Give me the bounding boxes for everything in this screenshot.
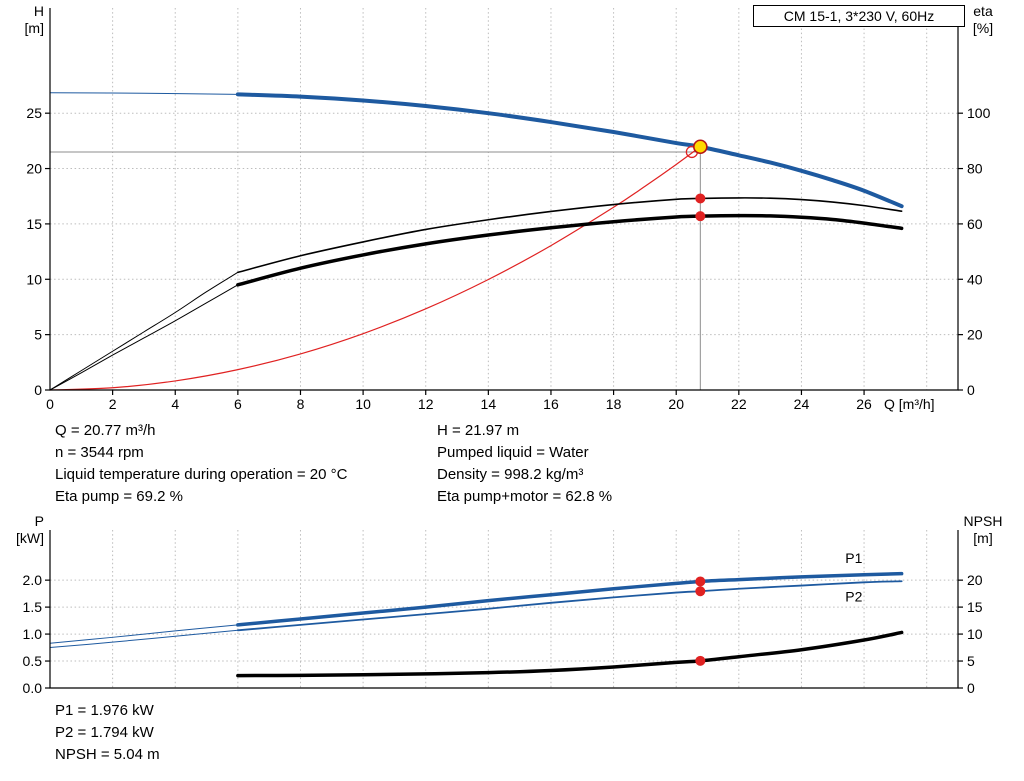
power-annotations: P1 = 1.976 kW P2 = 1.794 kW NPSH = 5.04 … [55,700,160,766]
p2-lead-curve [49,629,239,649]
pump-type-box: CM 15-1, 3*230 V, 60Hz [753,5,965,27]
tick-label-x: 16 [543,396,559,412]
tick-label-left: 25 [26,105,42,121]
axis-frame [49,530,959,689]
p1-curve [236,571,904,627]
eta-pump-curve [237,197,903,274]
annotation-liquid-temperature: Liquid temperature during operation = 20… [55,466,348,483]
axis-label-left: P [35,513,44,529]
eta-pump-lead-curve [49,271,239,391]
tick-label-left: 20 [26,161,42,177]
p1-lead-curve [49,624,239,644]
tick-label-x: 20 [668,396,684,412]
axis-label-x: Q [m³/h] [884,396,935,412]
axis-label-right: eta [973,3,993,19]
tick-label-x: 14 [481,396,497,412]
p2-point [695,586,706,597]
tick-label-left: 0 [34,382,42,398]
duty-annotations-left: Q = 20.77 m³/h n = 3544 rpm Liquid tempe… [55,420,347,508]
tick-label-left: 10 [26,271,42,287]
axis-label-left: [kW] [16,530,44,546]
head-lead-curve [49,92,239,95]
tick-label-x: 24 [794,396,810,412]
annotation-density: Density = 998.2 kg/m³ [437,466,584,483]
annotation-flow: Q = 20.77 m³/h [55,422,156,439]
tick-label-x: 18 [606,396,622,412]
tick-label-left: 0.0 [23,680,43,696]
annotation-p1: P1 = 1.976 kW [55,702,154,719]
system-curve-curve [49,146,701,391]
duty-annotations-right: H = 21.97 m Pumped liquid = Water Densit… [437,420,612,508]
tick-label-right: 60 [967,216,983,232]
axis-label-left: [m] [25,20,44,36]
axis-frame [49,8,959,391]
tick-label-right: 20 [967,572,983,588]
tick-label-right: 0 [967,680,975,696]
series-label-p1: P1 [845,550,862,566]
axis-label-right: [m] [973,530,992,546]
npsh-point [695,655,706,666]
axis-label-right: NPSH [964,513,1003,529]
tick-label-x: 6 [234,396,242,412]
tick-label-x: 0 [46,396,54,412]
tick-label-x: 4 [171,396,179,412]
tick-label-left: 1.0 [23,626,43,642]
annotation-p2: P2 = 1.794 kW [55,724,154,741]
tick-label-x: 12 [418,396,434,412]
axis-label-left: H [34,3,44,19]
tick-label-left: 2.0 [23,572,43,588]
annotation-eta-pump: Eta pump = 69.2 % [55,488,183,505]
tick-label-right: 100 [967,105,991,121]
tick-label-x: 2 [109,396,117,412]
tick-label-right: 15 [967,599,983,615]
eta-pump-point [695,193,706,204]
tick-label-right: 10 [967,626,983,642]
series-label-p2: P2 [845,589,862,605]
tick-label-right: 80 [967,161,983,177]
tick-label-left: 15 [26,216,42,232]
tick-label-right: 40 [967,271,983,287]
annotation-speed: n = 3544 rpm [55,444,144,461]
annotation-npsh: NPSH = 5.04 m [55,746,160,763]
axis-label-right: [%] [973,20,993,36]
tick-label-x: 26 [856,396,872,412]
tick-label-left: 0.5 [23,653,43,669]
eta-pump-motor-lead-curve [49,284,239,391]
tick-label-left: 1.5 [23,599,43,615]
tick-label-x: 8 [297,396,305,412]
annotation-eta-pump-motor: Eta pump+motor = 62.8 % [437,488,613,505]
tick-label-right: 5 [967,653,975,669]
eta-pump-motor-curve [236,213,904,287]
operating-point [693,139,708,155]
p2-curve [236,580,903,632]
tick-label-right: 20 [967,327,983,343]
tick-label-x: 22 [731,396,747,412]
npsh-curve [236,630,904,678]
eta-pump-motor-point [695,211,706,222]
head-curve [235,92,904,209]
tick-label-left: 5 [34,327,42,343]
p1-point [695,576,706,587]
tick-label-right: 0 [967,382,975,398]
annotation-pumped-liquid: Pumped liquid = Water [437,444,589,461]
tick-label-x: 10 [355,396,371,412]
annotation-head: H = 21.97 m [437,422,520,439]
